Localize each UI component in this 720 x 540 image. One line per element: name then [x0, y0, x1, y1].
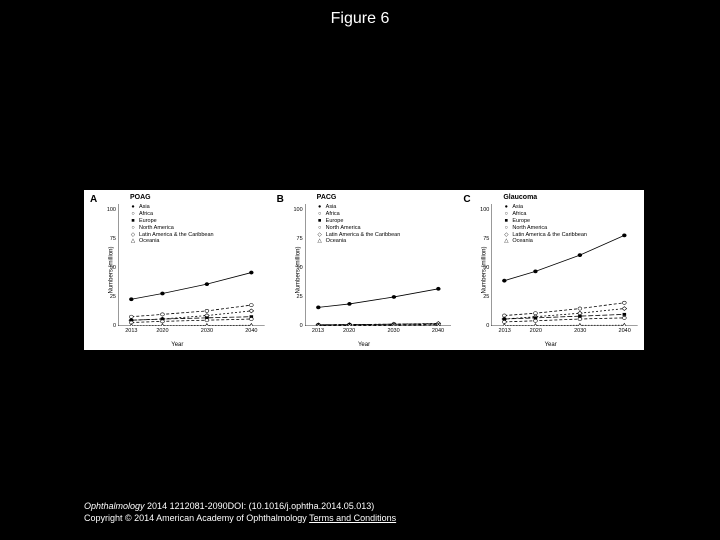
series-marker	[503, 279, 507, 282]
y-tick-label: 25	[297, 294, 303, 300]
series-marker	[578, 311, 583, 315]
series-marker	[578, 254, 582, 257]
series-marker	[534, 270, 538, 273]
journal-name: Ophthalmology	[84, 501, 145, 511]
y-tick-label: 50	[483, 265, 489, 271]
series-marker	[249, 271, 253, 274]
x-tick-label: 2020	[343, 328, 355, 334]
plot-area: 02550751002013202020302040	[491, 204, 638, 326]
series-marker	[623, 301, 627, 304]
series-marker	[129, 298, 133, 301]
chart-panel-C: CGlaucoma●Asia○Africa■Europe○North Ameri…	[457, 190, 644, 350]
series-marker	[161, 320, 165, 323]
series-marker	[249, 317, 253, 320]
series-line	[505, 235, 625, 280]
y-tick-label: 50	[297, 265, 303, 271]
footer: Ophthalmology 2014 1212081-2090DOI: (10.…	[84, 500, 396, 524]
x-tick-label: 2020	[530, 328, 542, 334]
series-marker	[534, 324, 538, 326]
series-marker	[534, 312, 538, 315]
series-marker	[623, 234, 627, 237]
chart-svg	[118, 204, 265, 326]
x-axis-label: Year	[84, 342, 271, 348]
plot-area: 02550751002013202020302040	[305, 204, 452, 326]
x-tick-label: 2030	[387, 328, 399, 334]
series-marker	[623, 313, 627, 316]
y-tick-label: 100	[293, 207, 302, 213]
x-axis-label: Year	[271, 342, 458, 348]
citation-rest: 2014 1212081-2090DOI: (10.1016/j.ophtha.…	[145, 501, 375, 511]
series-marker	[205, 319, 209, 322]
x-axis-label: Year	[457, 342, 644, 348]
panel-subtitle: PACG	[317, 194, 337, 201]
series-marker	[249, 309, 254, 313]
series-marker	[205, 283, 209, 286]
chart-svg	[491, 204, 638, 326]
panel-letter: A	[90, 194, 97, 205]
x-tick-label: 2040	[245, 328, 257, 334]
y-tick-label: 50	[110, 265, 116, 271]
series-marker	[622, 307, 627, 311]
y-tick-label: 100	[480, 207, 489, 213]
panel-subtitle: Glaucoma	[503, 194, 537, 201]
copyright-line: Copyright © 2014 American Academy of Oph…	[84, 512, 396, 524]
series-marker	[503, 314, 507, 317]
x-tick-label: 2013	[312, 328, 324, 334]
series-marker	[160, 324, 164, 326]
y-tick-label: 75	[297, 236, 303, 242]
x-tick-label: 2013	[125, 328, 137, 334]
series-marker	[503, 320, 507, 323]
series-marker	[578, 307, 582, 310]
plot-area: 02550751002013202020302040	[118, 204, 265, 326]
series-marker	[623, 316, 627, 319]
panel-subtitle: POAG	[130, 194, 151, 201]
copyright-text: Copyright © 2014 American Academy of Oph…	[84, 513, 309, 523]
chart-svg	[305, 204, 452, 326]
x-tick-label: 2030	[574, 328, 586, 334]
series-marker	[161, 292, 165, 295]
series-marker	[578, 317, 582, 320]
series-marker	[129, 324, 133, 326]
series-marker	[161, 313, 165, 316]
series-marker	[205, 309, 209, 312]
y-tick-label: 0	[113, 323, 116, 329]
series-marker	[502, 324, 506, 326]
x-tick-label: 2030	[201, 328, 213, 334]
figure-area: APOAG●Asia○Africa■Europe○North America◇L…	[84, 190, 644, 350]
series-marker	[129, 315, 133, 318]
x-tick-label: 2020	[156, 328, 168, 334]
y-tick-label: 100	[107, 207, 116, 213]
y-tick-label: 0	[300, 323, 303, 329]
figure-title: Figure 6	[0, 10, 720, 28]
series-line	[131, 273, 251, 300]
series-marker	[622, 323, 626, 326]
panel-letter: C	[463, 194, 470, 205]
y-tick-label: 75	[110, 236, 116, 242]
series-marker	[392, 295, 396, 298]
series-line	[505, 303, 625, 316]
y-tick-label: 0	[486, 323, 489, 329]
series-line	[318, 289, 438, 308]
series-marker	[436, 287, 440, 290]
citation-line: Ophthalmology 2014 1212081-2090DOI: (10.…	[84, 500, 396, 512]
x-tick-label: 2040	[432, 328, 444, 334]
y-tick-label: 25	[110, 294, 116, 300]
series-marker	[534, 319, 538, 322]
y-tick-label: 75	[483, 236, 489, 242]
series-marker	[249, 323, 253, 326]
panel-letter: B	[277, 194, 284, 205]
series-marker	[205, 324, 209, 326]
chart-panel-A: APOAG●Asia○Africa■Europe○North America◇L…	[84, 190, 271, 350]
x-tick-label: 2013	[499, 328, 511, 334]
slide: Figure 6 APOAG●Asia○Africa■Europe○North …	[0, 0, 720, 540]
series-marker	[578, 323, 582, 326]
terms-link[interactable]: Terms and Conditions	[309, 513, 396, 523]
series-marker	[316, 306, 320, 309]
y-tick-label: 25	[483, 294, 489, 300]
series-marker	[249, 303, 253, 306]
series-marker	[347, 302, 351, 305]
series-line	[131, 305, 251, 317]
chart-panel-B: BPACG●Asia○Africa■Europe○North America◇L…	[271, 190, 458, 350]
x-tick-label: 2040	[619, 328, 631, 334]
